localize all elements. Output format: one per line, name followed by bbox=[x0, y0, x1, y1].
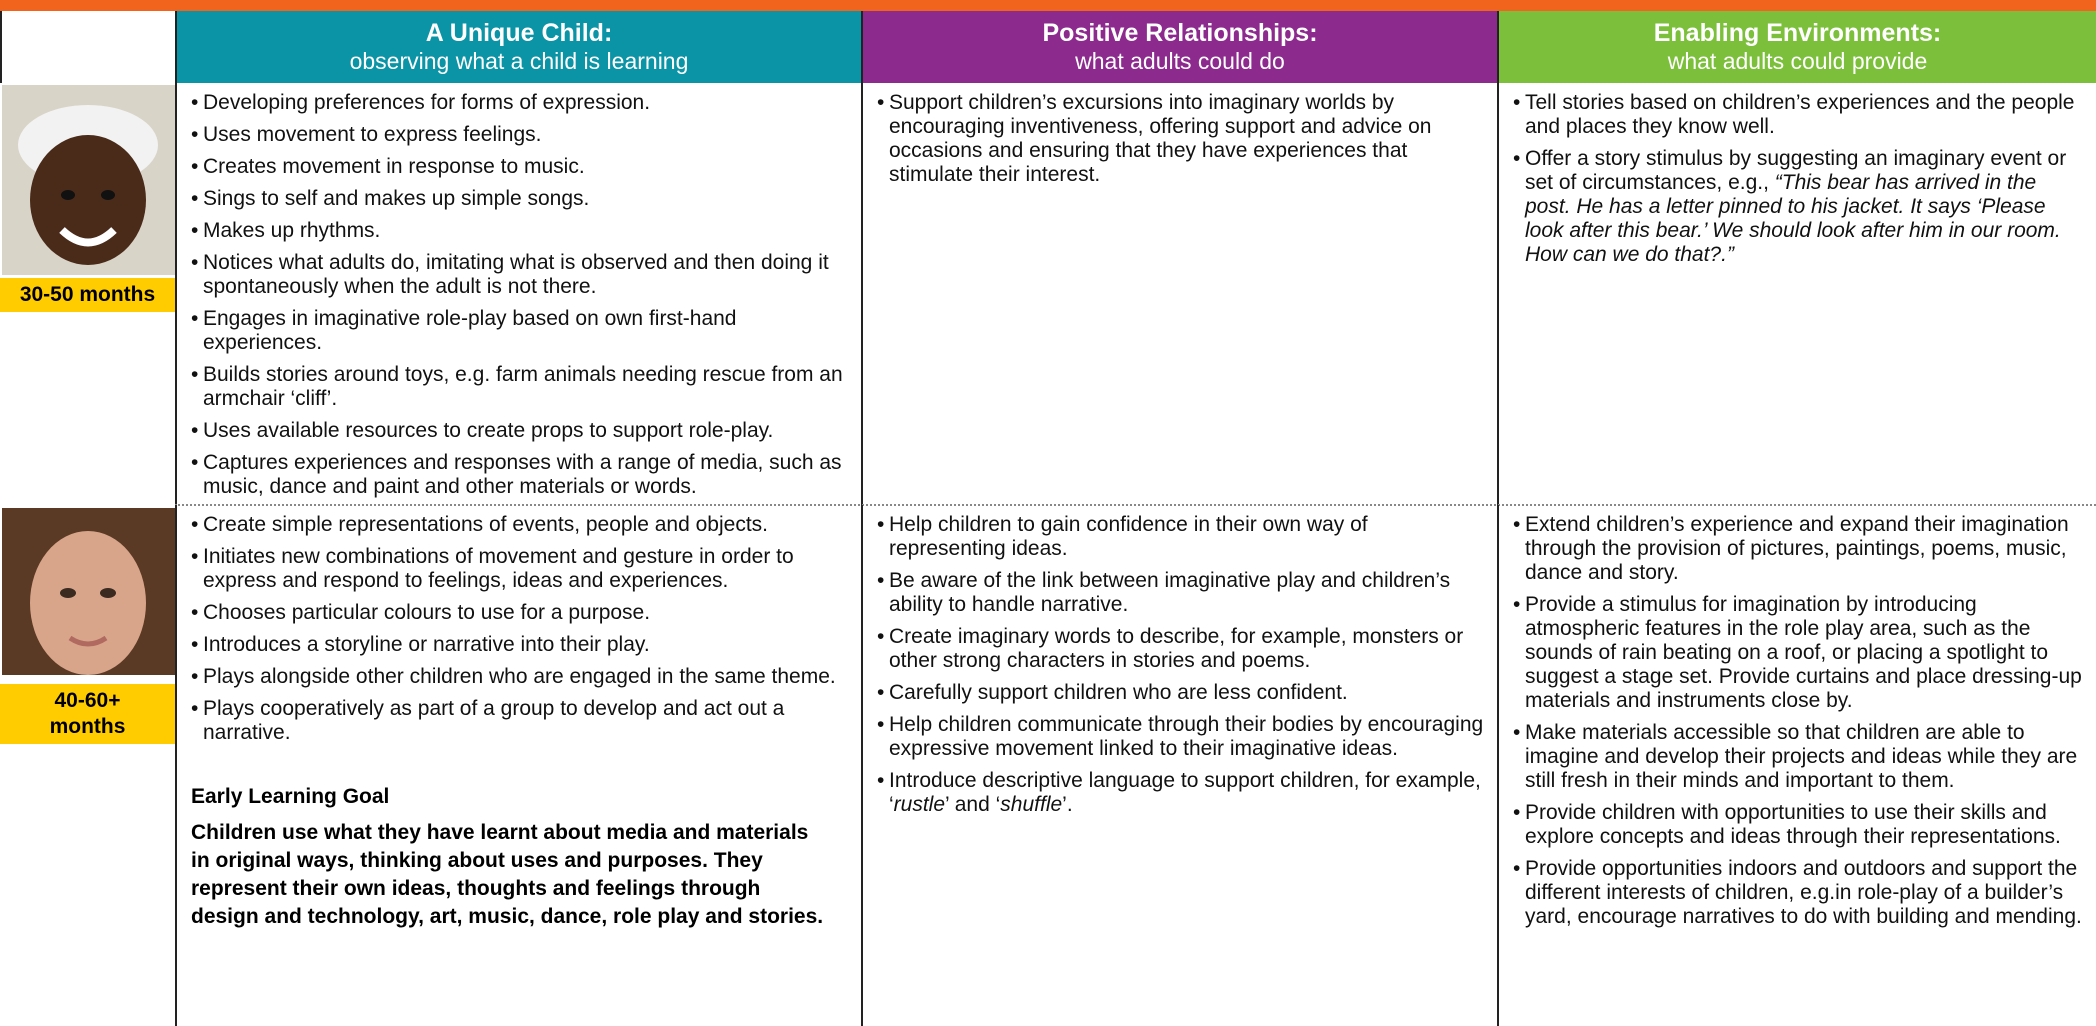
text-segment: ’ and ‘ bbox=[945, 793, 1001, 816]
bullet-item: Plays cooperatively as part of a group t… bbox=[191, 697, 851, 745]
column-subtitle: what adults could provide bbox=[1667, 48, 1928, 74]
bullet-item: Provide a stimulus for imagination by in… bbox=[1513, 593, 2086, 713]
bullet-item: Introduce descriptive language to suppor… bbox=[877, 769, 1487, 817]
bullet-item: Sings to self and makes up simple songs. bbox=[191, 187, 851, 211]
child-photo bbox=[2, 508, 175, 675]
column-title: Positive Relationships: bbox=[1042, 19, 1318, 47]
bullet-item: Tell stories based on children’s experie… bbox=[1513, 91, 2086, 139]
table-cell: Help children to gain confidence in thei… bbox=[861, 505, 1497, 1026]
bullet-item: Makes up rhythms. bbox=[191, 219, 851, 243]
bullet-item: Support children’s excursions into imagi… bbox=[877, 91, 1487, 187]
bullet-item: Create simple representations of events,… bbox=[191, 513, 851, 537]
text-segment: ’. bbox=[1062, 793, 1073, 816]
bullet-item: Creates movement in response to music. bbox=[191, 155, 851, 179]
bullet-item: Create imaginary words to describe, for … bbox=[877, 625, 1487, 673]
bullet-item: Provide opportunities indoors and outdoo… bbox=[1513, 857, 2086, 929]
column-header: Positive Relationships: what adults could… bbox=[861, 11, 1497, 83]
bullet-list: Extend children’s experience and expand … bbox=[1513, 513, 2086, 929]
child-photo bbox=[2, 85, 175, 275]
text-segment: rustle bbox=[893, 793, 946, 816]
bullet-item: Engages in imaginative role-play based o… bbox=[191, 307, 851, 355]
table-cell: Developing preferences for forms of expr… bbox=[175, 83, 861, 505]
text-segment: “This bear has arrived in the post. He h… bbox=[1525, 171, 2061, 266]
bullet-list: Help children to gain confidence in thei… bbox=[877, 513, 1487, 817]
bullet-item: Captures experiences and responses with … bbox=[191, 451, 851, 499]
bullet-item: Extend children’s experience and expand … bbox=[1513, 513, 2086, 585]
bullet-item: Initiates new combinations of movement a… bbox=[191, 545, 851, 593]
bullet-item: Developing preferences for forms of expr… bbox=[191, 91, 851, 115]
bullet-item: Chooses particular colours to use for a … bbox=[191, 601, 851, 625]
age-label: 30-50 months bbox=[0, 278, 175, 312]
bullet-item: Plays alongside other children who are e… bbox=[191, 665, 851, 689]
bullet-item: Introduces a storyline or narrative into… bbox=[191, 633, 851, 657]
text-segment: shuffle bbox=[1000, 793, 1063, 816]
column-header: Enabling Environments: what adults could … bbox=[1497, 11, 2096, 83]
column-title: Enabling Environments: bbox=[1653, 19, 1942, 47]
bullet-item: Be aware of the link between imaginative… bbox=[877, 569, 1487, 617]
bullet-item: Make materials accessible so that childr… bbox=[1513, 721, 2086, 793]
column-subtitle: what adults could do bbox=[1075, 48, 1285, 74]
top-bar bbox=[0, 0, 2096, 11]
goal-text: Children use what they have learnt about… bbox=[191, 821, 824, 928]
bullet-item: Carefully support children who are less … bbox=[877, 681, 1487, 705]
bullet-list: Tell stories based on children’s experie… bbox=[1513, 91, 2086, 267]
bullet-list: Create simple representations of events,… bbox=[191, 513, 851, 745]
bullet-list: Developing preferences for forms of expr… bbox=[191, 91, 851, 499]
bullet-item: Uses available resources to create props… bbox=[191, 419, 851, 443]
age-label: 40-60+ months bbox=[0, 684, 175, 744]
bullet-item: Notices what adults do, imitating what i… bbox=[191, 251, 851, 299]
column-subtitle: observing what a child is learning bbox=[349, 48, 689, 74]
goal-heading: Early Learning Goal bbox=[191, 785, 390, 808]
corner-cell bbox=[0, 11, 175, 83]
column-header: A Unique Child: observing what a child is… bbox=[175, 11, 861, 83]
table-cell: Tell stories based on children’s experie… bbox=[1497, 83, 2096, 505]
text-segment: Offer a story stimulus by suggesting an … bbox=[1525, 147, 2067, 194]
table-cell: Create simple representations of events,… bbox=[175, 505, 861, 1026]
bullet-item: Offer a story stimulus by suggesting an … bbox=[1513, 147, 2086, 267]
column-title: A Unique Child: bbox=[425, 19, 613, 47]
bullet-list: Support children’s excursions into imagi… bbox=[877, 91, 1487, 187]
bullet-item: Builds stories around toys, e.g. farm an… bbox=[191, 363, 851, 411]
table-cell: Extend children’s experience and expand … bbox=[1497, 505, 2096, 1026]
bullet-item: Help children to gain confidence in thei… bbox=[877, 513, 1487, 561]
row-separator bbox=[175, 504, 2096, 506]
bullet-item: Provide children with opportunities to u… bbox=[1513, 801, 2086, 849]
table-cell: Support children’s excursions into imagi… bbox=[861, 83, 1497, 505]
bullet-item: Uses movement to express feelings. bbox=[191, 123, 851, 147]
text-segment: Introduce descriptive language to suppor… bbox=[889, 769, 1481, 816]
bullet-item: Help children communicate through their … bbox=[877, 713, 1487, 761]
